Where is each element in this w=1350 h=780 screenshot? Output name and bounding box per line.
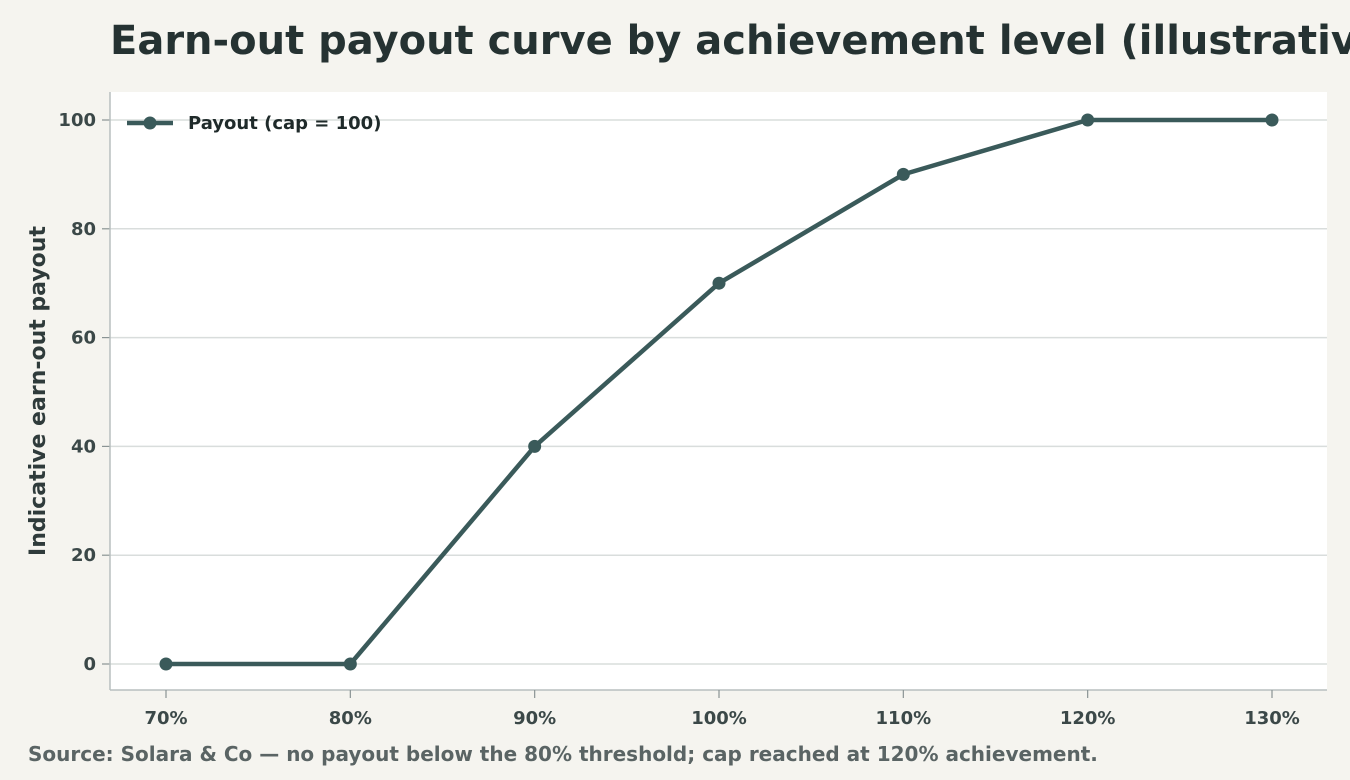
x-tick-label: 70% [144,708,187,729]
x-tick-label: 130% [1244,708,1300,729]
data-point [712,276,726,290]
data-point [528,439,542,453]
y-tick-label: 80 [71,219,96,240]
chart-title: Earn-out payout curve by achievement lev… [110,18,1350,64]
y-tick-label: 40 [71,436,96,457]
source-note: Source: Solara & Co — no payout below th… [28,742,1098,766]
y-tick-labels: 0 20 40 60 80 100 [58,110,96,675]
data-point [1081,113,1095,127]
x-tick-labels: 70% 80% 90% 100% 110% 120% 130% [144,690,1300,729]
data-point [343,657,357,671]
y-tick-label: 100 [58,110,96,131]
data-point [159,657,173,671]
y-axis-title: Indicative earn-out payout [26,226,51,556]
x-tick-label: 120% [1060,708,1116,729]
y-tick-label: 0 [83,654,96,675]
legend-label: Payout (cap = 100) [188,113,381,134]
x-tick-label: 80% [329,708,372,729]
series [159,113,1279,671]
data-point [896,167,910,181]
data-point [1265,113,1279,127]
legend-marker-swatch [143,116,157,130]
y-tick-label: 20 [71,545,96,566]
y-tick-label: 60 [71,328,96,349]
x-tick-label: 90% [513,708,556,729]
plot-area [110,92,1327,690]
x-tick-label: 110% [876,708,932,729]
legend: Payout (cap = 100) [127,113,381,134]
x-tick-label: 100% [691,708,747,729]
